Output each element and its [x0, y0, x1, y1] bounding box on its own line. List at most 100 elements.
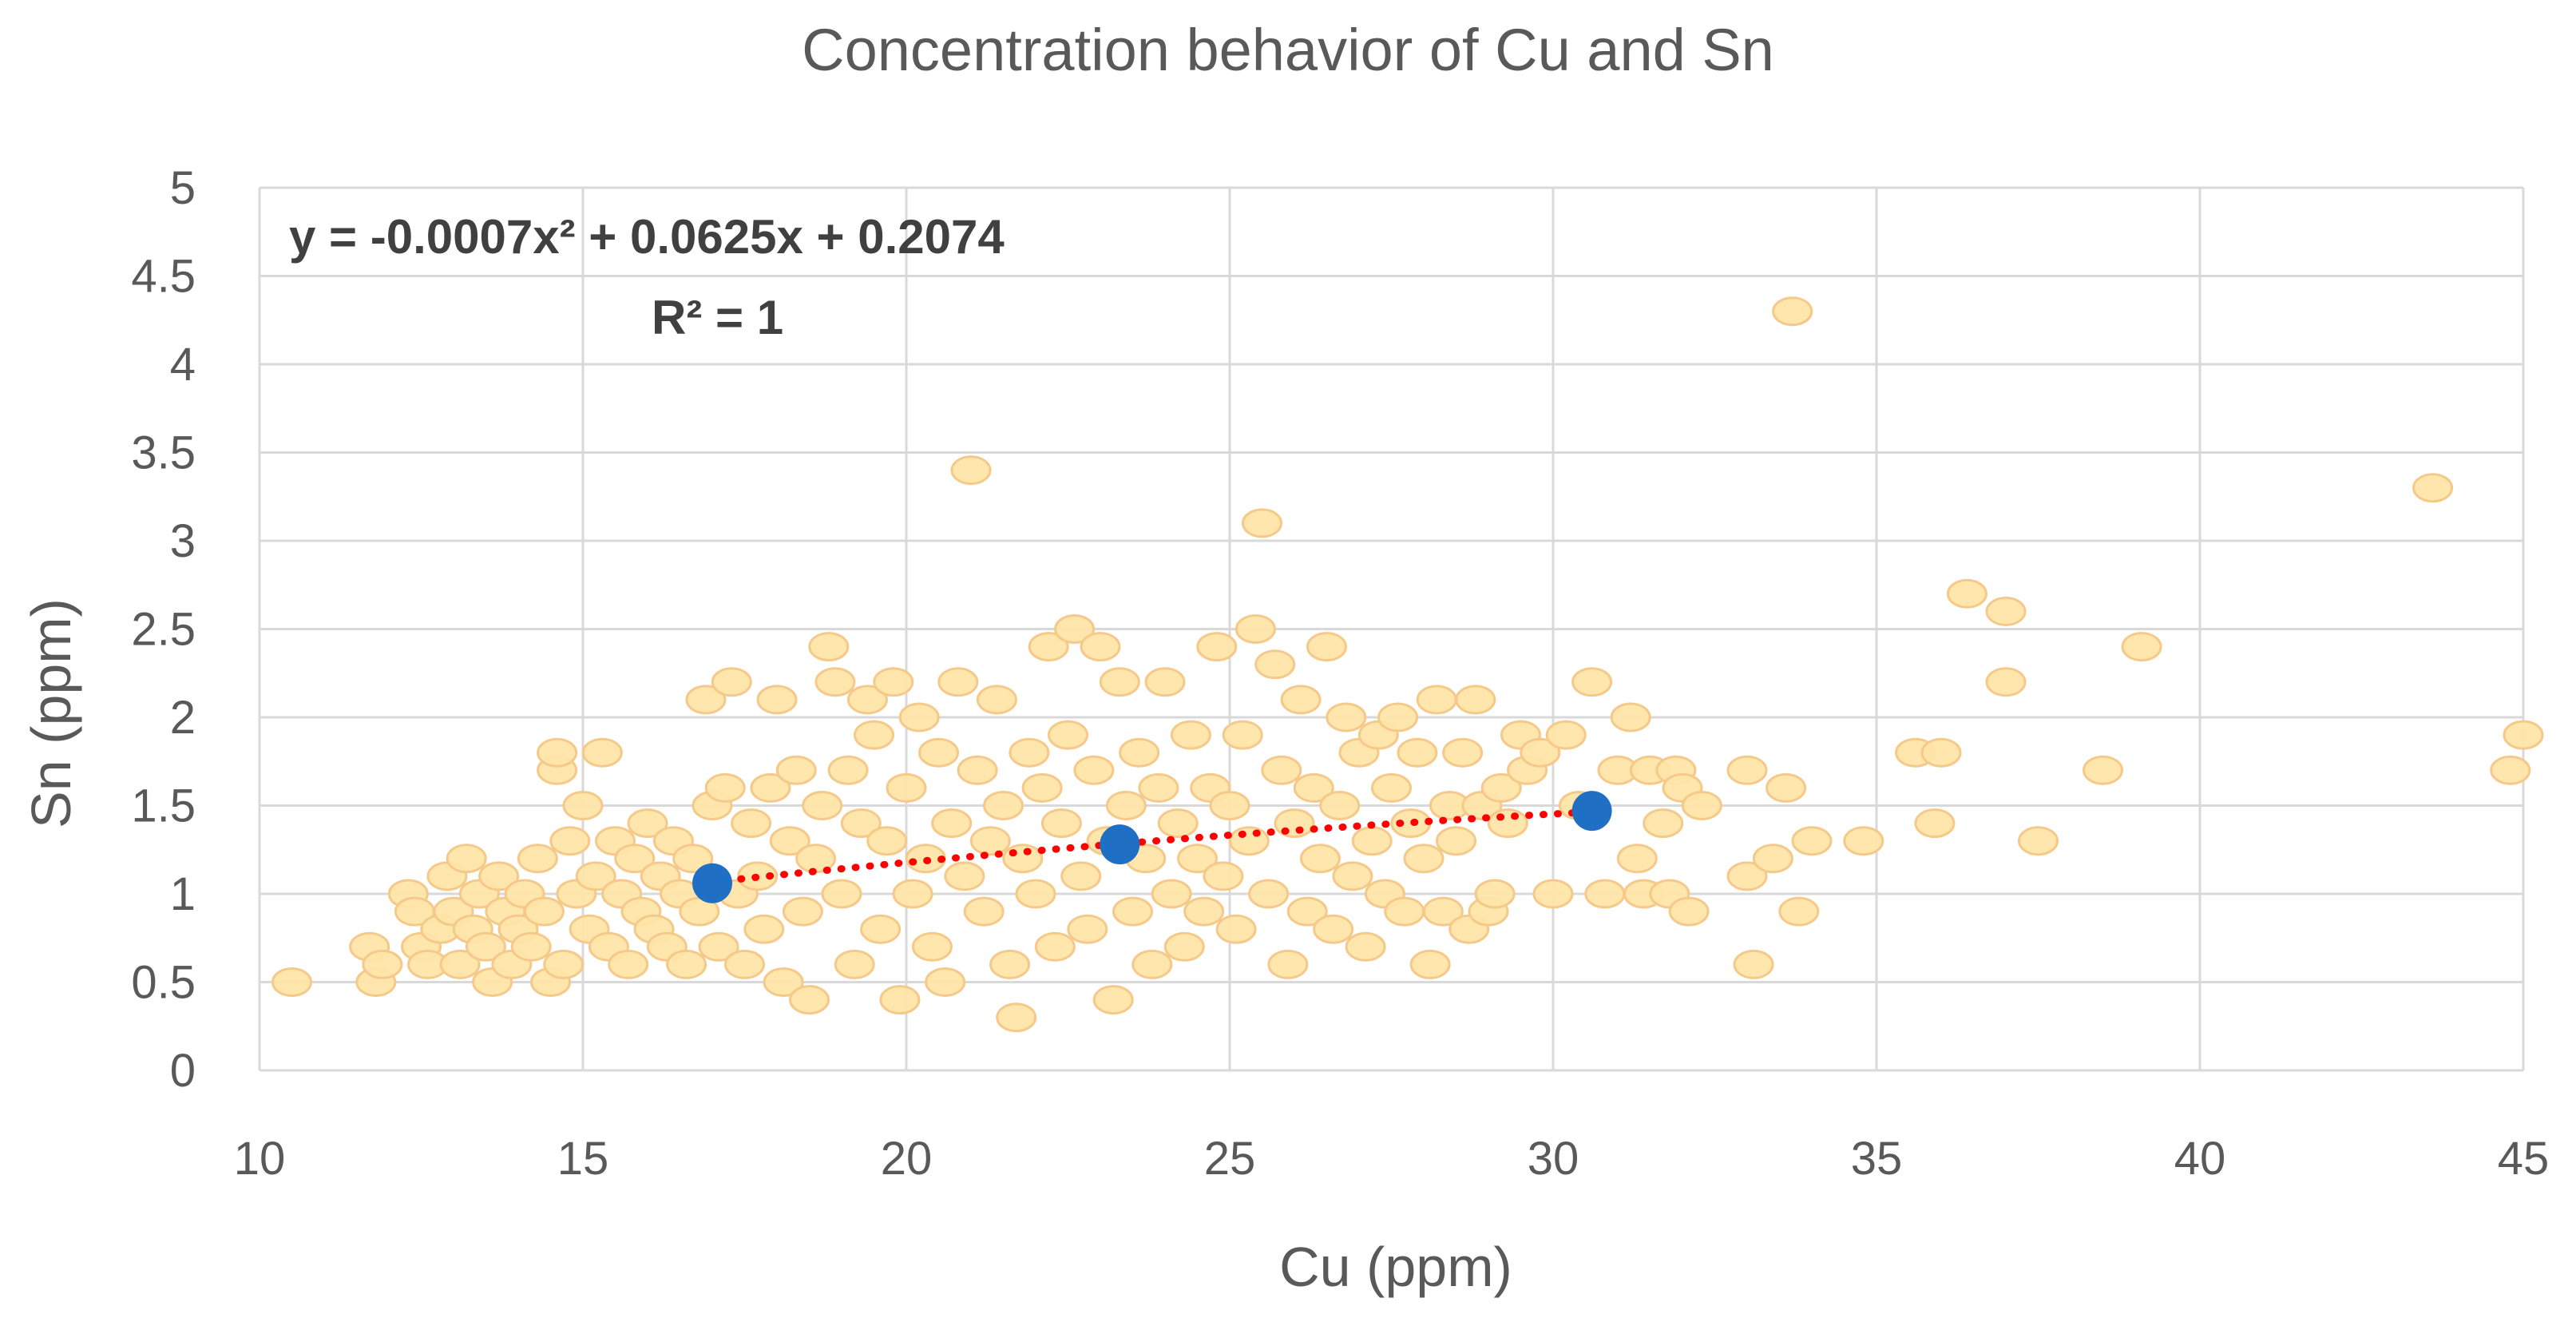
sample-point	[466, 931, 506, 962]
x-tick-label: 45	[2498, 1133, 2550, 1185]
sample-point	[537, 737, 578, 768]
sample-point	[2083, 755, 2123, 785]
sample-point	[1021, 772, 1063, 803]
sample-point	[1248, 879, 1290, 909]
sample-point	[1151, 879, 1192, 909]
y-axis-ticks: 0 0.5 1 1.5 2 2.5 3 3.5 4 4.5 5	[131, 162, 196, 1097]
sample-point	[1409, 949, 1451, 979]
x-tick-label: 40	[2174, 1133, 2226, 1185]
sample-point	[892, 879, 933, 909]
sample-point	[1242, 508, 1282, 538]
sample-point	[1520, 737, 1561, 768]
sample-point	[1203, 861, 1244, 891]
sample-point	[782, 896, 823, 927]
sample-point	[983, 791, 1024, 820]
sample-point	[271, 967, 312, 997]
sample-point	[860, 914, 902, 944]
sample-point	[1436, 826, 1476, 856]
sample-point	[963, 896, 1005, 927]
sample-point	[1131, 949, 1173, 979]
sample-point	[2503, 720, 2544, 750]
sample-point	[672, 844, 714, 874]
sample-point	[1054, 614, 1096, 644]
sample-point	[1571, 667, 1613, 697]
sample-point	[944, 861, 985, 891]
x-tick-label: 25	[1204, 1133, 1256, 1185]
sample-point	[898, 702, 940, 732]
mean-point	[692, 863, 732, 903]
sample-point	[1766, 772, 1807, 803]
y-tick-label: 4.5	[131, 251, 196, 303]
mean-point	[1100, 824, 1140, 865]
means-series	[692, 791, 1612, 903]
sample-point	[989, 949, 1031, 979]
sample-point	[1668, 896, 1710, 927]
sample-point	[1299, 844, 1341, 874]
sample-point	[2121, 632, 2162, 662]
x-axis-label: Cu (ppm)	[1279, 1236, 1512, 1298]
sample-point	[1080, 632, 1121, 662]
sample-point	[1532, 879, 1574, 909]
trendline-series	[708, 808, 1596, 886]
sample-point	[1163, 931, 1205, 962]
sample-point	[1099, 667, 1140, 697]
sample-point	[1105, 791, 1147, 820]
sample-point	[976, 685, 1017, 715]
y-tick-label: 2.5	[131, 604, 196, 656]
sample-point	[1138, 772, 1179, 803]
sample-point	[775, 755, 817, 785]
trendline	[708, 808, 1596, 886]
sample-point	[1092, 985, 1134, 1015]
x-tick-label: 10	[234, 1133, 286, 1185]
sample-point	[1946, 578, 1987, 609]
sample-point	[704, 772, 746, 803]
y-axis-label: Sn (ppm)	[20, 598, 82, 828]
sample-point	[1474, 879, 1516, 909]
sample-point	[1306, 632, 1347, 662]
sample-point	[1034, 931, 1076, 962]
sample-point	[886, 772, 927, 803]
sample-point	[1280, 685, 1322, 715]
chart-title: Concentration behavior of Cu and Sn	[802, 17, 1774, 83]
sample-point	[763, 967, 804, 997]
sample-point	[1067, 914, 1108, 944]
sample-point	[724, 949, 765, 979]
sample-point	[1177, 844, 1218, 874]
sample-point	[911, 931, 953, 962]
sample-point	[808, 632, 850, 662]
sample-point	[756, 685, 798, 715]
sample-point	[1313, 914, 1354, 944]
sample-point	[1377, 702, 1419, 732]
samples-series	[271, 296, 2544, 1033]
sample-point	[1726, 755, 1768, 785]
y-tick-label: 1	[170, 868, 196, 920]
sample-point	[685, 685, 727, 715]
sample-point	[1048, 720, 1088, 750]
sample-point	[1119, 737, 1160, 768]
sample-point	[581, 737, 623, 768]
sample-point	[937, 667, 979, 697]
sample-point	[1616, 844, 1658, 874]
sample-point	[517, 844, 558, 874]
sample-point	[1183, 896, 1225, 927]
sample-point	[731, 808, 772, 839]
sample-point	[1332, 861, 1373, 891]
sample-point	[1170, 720, 1211, 750]
sample-point	[1480, 772, 1522, 803]
sample-point	[1610, 702, 1651, 732]
sample-point	[1222, 720, 1263, 750]
sample-point	[1442, 737, 1484, 768]
sample-point	[1843, 826, 1884, 856]
sample-point	[879, 985, 921, 1015]
sample-point	[1196, 632, 1238, 662]
sample-point	[827, 755, 869, 785]
sample-point	[1028, 632, 1069, 662]
sample-point	[1002, 844, 1044, 874]
sample-point	[1319, 791, 1361, 820]
trendline-equation: y = -0.0007x² + 0.0625x + 0.2074	[289, 210, 1005, 264]
sample-point	[1914, 808, 1956, 839]
y-tick-label: 0	[170, 1045, 196, 1097]
sample-point	[1040, 808, 1082, 839]
sample-point	[575, 861, 616, 891]
